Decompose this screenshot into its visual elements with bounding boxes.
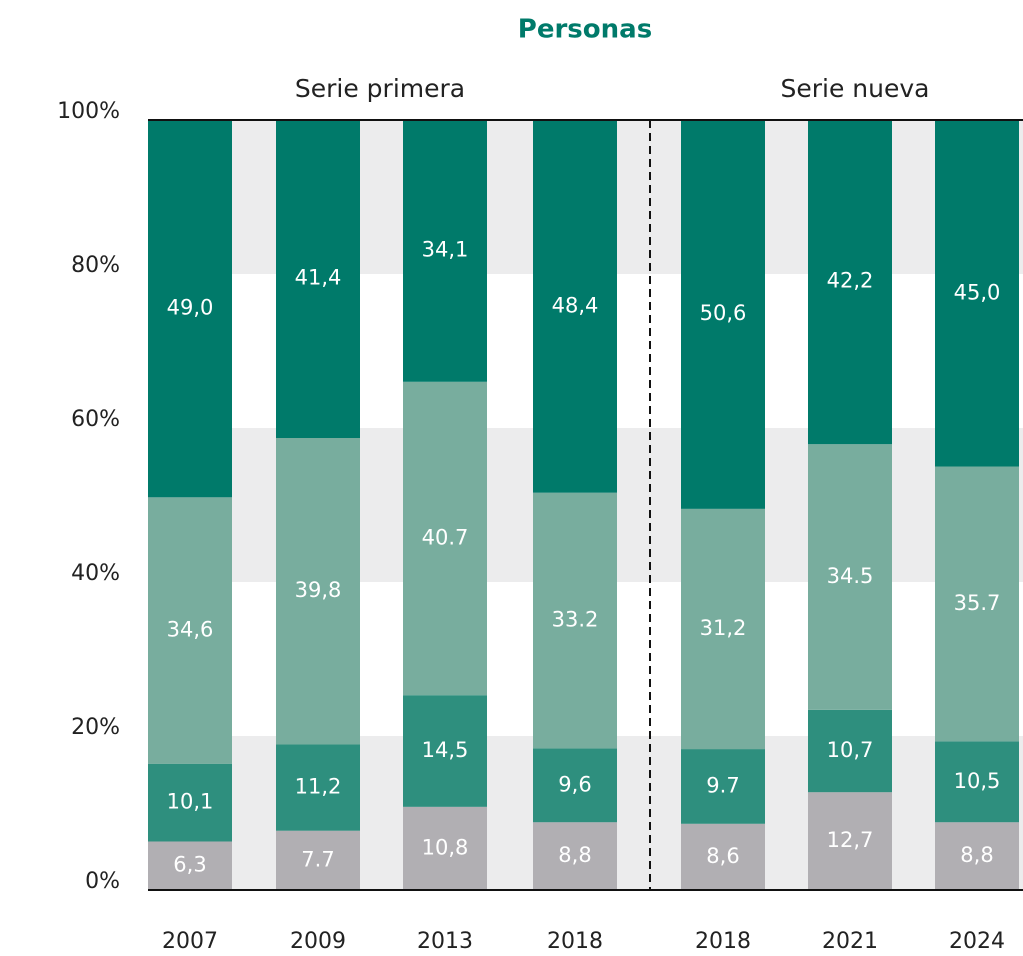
- data-label: 33.2: [552, 608, 599, 632]
- data-label: 6,3: [173, 853, 206, 877]
- data-label: 45,0: [954, 280, 1001, 304]
- data-label: 9,6: [558, 772, 591, 796]
- bar-segment: [533, 120, 617, 493]
- bar-segment: [148, 763, 232, 842]
- data-label: 48,4: [552, 293, 599, 317]
- bar-segment: [808, 444, 892, 710]
- data-label: 9.7: [706, 773, 739, 797]
- bar-segment: [533, 748, 617, 823]
- bar-segment: [148, 841, 232, 890]
- bar-segment: [276, 830, 360, 890]
- x-tick-label: 2018: [547, 929, 603, 954]
- data-label: 34,6: [167, 618, 214, 642]
- bar-segment: [681, 508, 765, 750]
- bar-segment: [533, 822, 617, 890]
- bar-segment: [808, 792, 892, 890]
- data-label: 8,8: [558, 843, 591, 867]
- data-label: 39,8: [295, 578, 342, 602]
- bar-segment: [935, 466, 1019, 742]
- bar-segment: [808, 119, 892, 445]
- bar-segment: [403, 695, 487, 807]
- data-label: 7.7: [301, 847, 334, 871]
- data-label: 8,6: [706, 844, 739, 868]
- data-label: 42,2: [827, 269, 874, 293]
- y-tick-label: 80%: [71, 253, 120, 278]
- bar-segment: [403, 806, 487, 890]
- data-label: 50,6: [700, 301, 747, 325]
- data-label: 10,7: [827, 738, 874, 762]
- bar-segment: [403, 119, 487, 382]
- data-label: 10,5: [954, 769, 1001, 793]
- bar-segment: [935, 822, 1019, 890]
- data-label: 34,1: [422, 238, 469, 262]
- bar-segment: [681, 749, 765, 824]
- x-tick-label: 2009: [290, 929, 346, 954]
- group-label: Serie primera: [295, 74, 465, 103]
- bar-segment: [681, 823, 765, 890]
- x-tick-label: 2013: [417, 929, 473, 954]
- x-tick-label: 2024: [949, 929, 1005, 954]
- data-label: 14,5: [422, 738, 469, 762]
- bar-segment: [935, 741, 1019, 823]
- y-tick-label: 20%: [71, 715, 120, 740]
- data-label: 11,2: [295, 775, 342, 799]
- bar-segment: [148, 120, 232, 498]
- x-tick-label: 2007: [162, 929, 218, 954]
- bar-segment: [276, 744, 360, 831]
- bar-segment: [148, 497, 232, 764]
- bar-segment: [276, 119, 360, 439]
- data-label: 41,4: [295, 266, 342, 290]
- y-tick-label: 0%: [85, 869, 120, 894]
- y-tick-label: 60%: [71, 407, 120, 432]
- x-tick-label: 2018: [695, 929, 751, 954]
- data-label: 40.7: [422, 525, 469, 549]
- bar-segment: [533, 492, 617, 749]
- data-label: 31,2: [700, 616, 747, 640]
- data-label: 8,8: [960, 843, 993, 867]
- bar-segment: [276, 438, 360, 745]
- chart-title: Personas: [518, 15, 652, 45]
- x-tick-label: 2021: [822, 929, 878, 954]
- bar-segment: [808, 709, 892, 793]
- bar-segment: [935, 120, 1019, 467]
- data-label: 10,8: [422, 835, 469, 859]
- data-label: 34.5: [827, 564, 874, 588]
- bar-segment: [681, 119, 765, 509]
- y-tick-label: 100%: [57, 99, 120, 124]
- bar-segment: [403, 381, 487, 696]
- data-label: 12,7: [827, 828, 874, 852]
- data-label: 10,1: [167, 790, 214, 814]
- group-label: Serie nueva: [781, 74, 930, 103]
- y-tick-label: 40%: [71, 561, 120, 586]
- data-label: 35.7: [954, 591, 1001, 615]
- data-label: 49,0: [167, 296, 214, 320]
